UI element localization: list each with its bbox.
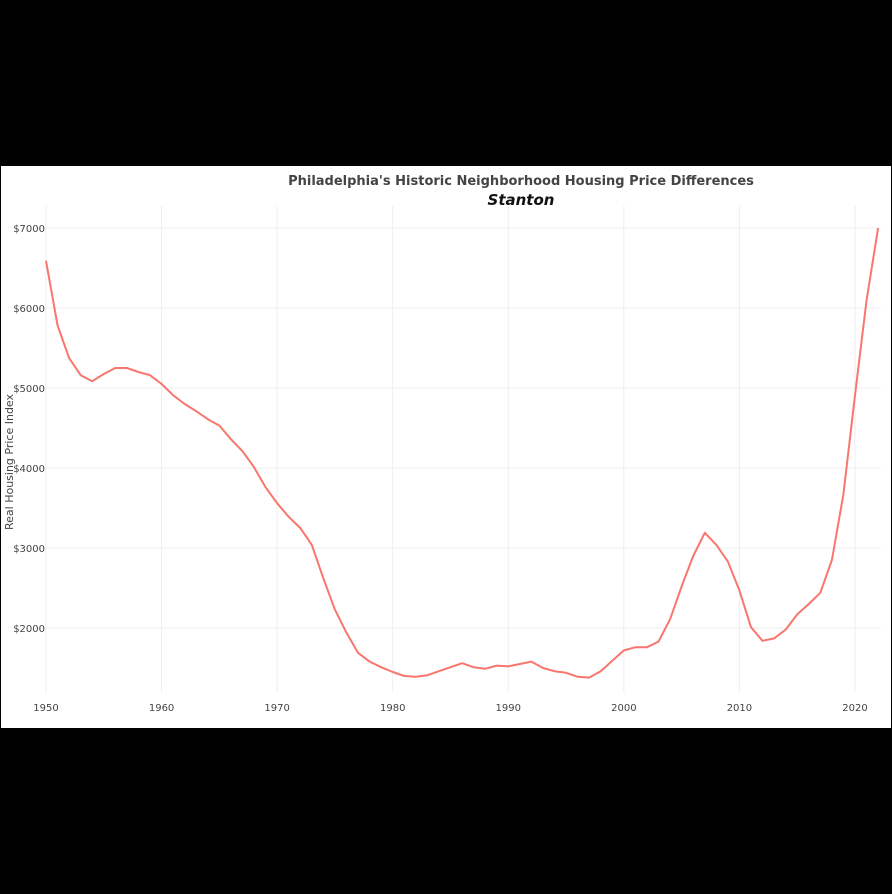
x-tick-label: 1970 <box>264 703 289 714</box>
y-tick-label: $6000 <box>13 304 45 315</box>
y-tick-label: $2000 <box>13 624 45 635</box>
y-tick-label: $3000 <box>13 544 45 555</box>
x-tick-label: 1990 <box>496 703 521 714</box>
chart-panel: Philadelphia's Historic Neighborhood Hou… <box>1 166 891 728</box>
y-tick-label: $4000 <box>13 464 45 475</box>
x-tick-label: 2000 <box>611 703 636 714</box>
x-axis-ticks: 1950 1960 1970 1980 1990 2000 2010 2020 <box>33 703 867 714</box>
x-tick-label: 1960 <box>149 703 174 714</box>
y-axis-label: Real Housing Price Index <box>3 393 16 530</box>
y-axis-ticks: $2000 $3000 $4000 $5000 $6000 $7000 <box>13 224 45 635</box>
chart-subtitle: Stanton <box>488 191 555 209</box>
x-tick-label: 1980 <box>380 703 405 714</box>
x-tick-label: 1950 <box>33 703 58 714</box>
x-tick-label: 2020 <box>842 703 867 714</box>
series-line-stanton <box>45 227 880 679</box>
line-chart: Philadelphia's Historic Neighborhood Hou… <box>3 174 881 714</box>
gridlines <box>36 206 881 692</box>
y-tick-label: $7000 <box>13 224 45 235</box>
chart-title: Philadelphia's Historic Neighborhood Hou… <box>288 174 754 189</box>
x-tick-label: 2010 <box>727 703 752 714</box>
y-tick-label: $5000 <box>13 384 45 395</box>
